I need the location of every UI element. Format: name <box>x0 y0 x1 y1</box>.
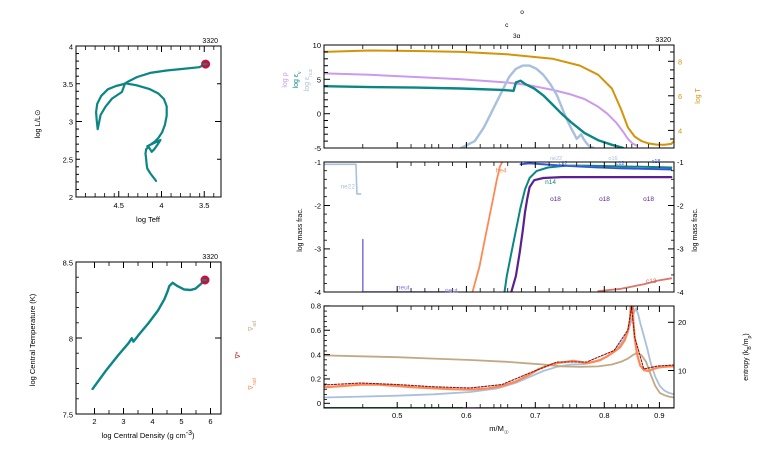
svg-text:2: 2 <box>69 193 73 202</box>
svg-text:c12: c12 <box>616 161 625 167</box>
svg-text:0.9: 0.9 <box>654 411 664 420</box>
svg-text:3.5: 3.5 <box>199 201 209 210</box>
svg-text:8: 8 <box>69 335 73 344</box>
svg-text:3: 3 <box>121 417 125 426</box>
svg-text:o: o <box>520 9 524 16</box>
svg-text:ne22: ne22 <box>341 184 356 191</box>
svg-text:20: 20 <box>678 318 686 327</box>
svg-text:3α: 3α <box>513 33 521 40</box>
svg-text:5: 5 <box>179 417 183 426</box>
svg-text:3.5: 3.5 <box>63 80 73 89</box>
svg-text:-3: -3 <box>314 245 321 254</box>
svg-text:-5: -5 <box>314 144 321 153</box>
svg-text:0.7: 0.7 <box>530 411 540 420</box>
svg-text:4.5: 4.5 <box>114 201 124 210</box>
svg-text:c12: c12 <box>559 161 568 167</box>
svg-text:log Central Density (g cm-3): log Central Density (g cm-3) <box>102 430 195 441</box>
svg-text:log T: log T <box>695 88 702 104</box>
svg-text:-1: -1 <box>314 158 321 167</box>
svg-text:o18: o18 <box>599 196 610 203</box>
svg-text:-2: -2 <box>677 201 684 210</box>
svg-text:2: 2 <box>92 417 96 426</box>
svg-text:-2: -2 <box>314 201 321 210</box>
svg-text:log Teff: log Teff <box>136 215 161 224</box>
svg-text:o18: o18 <box>550 196 561 203</box>
svg-text:-4: -4 <box>314 288 321 297</box>
svg-text:log mass frac.: log mass frac. <box>297 208 304 252</box>
svg-text:3: 3 <box>69 118 73 127</box>
svg-text:-1: -1 <box>677 158 684 167</box>
svg-text:10: 10 <box>678 366 686 375</box>
svg-text:c13: c13 <box>646 278 657 285</box>
svg-text:3320: 3320 <box>202 254 218 261</box>
svg-text:0.6: 0.6 <box>461 411 471 420</box>
svg-text:∇*: ∇* <box>234 351 242 359</box>
svg-text:4: 4 <box>159 201 163 210</box>
svg-text:0: 0 <box>317 399 321 408</box>
svg-text:8: 8 <box>678 57 682 66</box>
svg-text:4: 4 <box>678 126 682 135</box>
svg-text:-4: -4 <box>677 288 684 297</box>
svg-text:0.8: 0.8 <box>599 411 609 420</box>
svg-text:3320: 3320 <box>202 38 218 45</box>
svg-text:10: 10 <box>313 41 321 50</box>
svg-text:2.5: 2.5 <box>63 156 73 165</box>
svg-text:0.5: 0.5 <box>392 411 402 420</box>
svg-text:0: 0 <box>317 110 321 119</box>
svg-text:8.5: 8.5 <box>63 259 73 268</box>
svg-text:4: 4 <box>69 43 73 52</box>
svg-text:log Central Temperature (K): log Central Temperature (K) <box>28 293 37 386</box>
svg-text:log L/L⊙: log L/L⊙ <box>33 110 42 139</box>
svg-text:neut: neut <box>397 285 410 292</box>
svg-text:log mass frac.: log mass frac. <box>692 208 699 252</box>
svg-text:c18: c18 <box>652 159 661 165</box>
svg-text:6: 6 <box>208 417 212 426</box>
svg-text:-3: -3 <box>677 245 684 254</box>
svg-text:he4: he4 <box>496 168 507 175</box>
svg-text:0.4: 0.4 <box>311 350 321 359</box>
svg-text:o18: o18 <box>643 196 654 203</box>
svg-text:6: 6 <box>678 92 682 101</box>
svg-text:0.8: 0.8 <box>311 302 321 311</box>
svg-text:0.6: 0.6 <box>311 326 321 335</box>
svg-text:3320: 3320 <box>655 37 671 44</box>
svg-text:7.5: 7.5 <box>63 411 73 420</box>
svg-text:5: 5 <box>317 75 321 84</box>
svg-text:0.2: 0.2 <box>311 375 321 384</box>
svg-text:4: 4 <box>150 417 154 426</box>
svg-text:neut: neut <box>445 288 458 295</box>
svg-text:n14: n14 <box>545 179 556 186</box>
svg-text:log ρ: log ρ <box>282 72 289 87</box>
